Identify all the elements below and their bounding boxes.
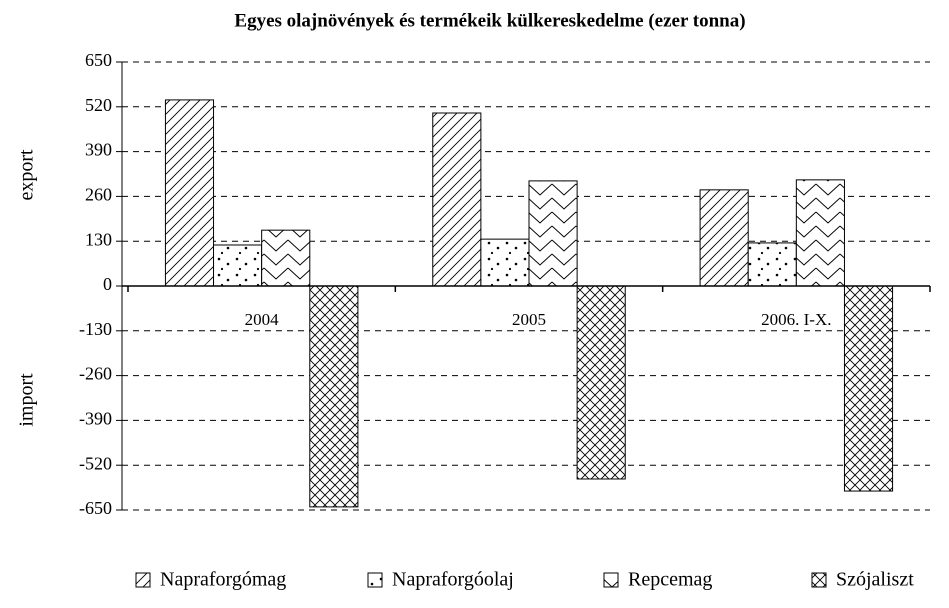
bar (699, 189, 749, 287)
y-tick-label: 0 (103, 274, 112, 294)
y-tick-label: 650 (85, 50, 112, 70)
bar (747, 242, 797, 287)
legend-label: Napraforgóolaj (392, 569, 514, 591)
y-tick-label: -520 (79, 453, 112, 473)
y-tick-label: 260 (85, 185, 112, 205)
y-tick-label: 390 (85, 140, 112, 160)
axis-label: import (16, 373, 38, 427)
chart-title: Egyes olajnövények és termékeik külkeres… (234, 10, 745, 31)
bar (213, 244, 263, 287)
legend-swatch (603, 572, 619, 588)
y-tick-label: -650 (79, 498, 112, 518)
x-tick-label: 2005 (512, 310, 546, 329)
legend-label: Napraforgómag (160, 569, 286, 591)
bar (164, 99, 215, 287)
legend-swatch (367, 572, 383, 588)
bar (432, 112, 482, 287)
y-tick-label: -260 (79, 364, 112, 384)
bar (795, 179, 845, 287)
y-tick-label: -130 (79, 319, 112, 339)
legend-label: Repcemag (628, 569, 712, 591)
legend-swatch (811, 572, 827, 588)
x-tick-label: 2004 (245, 310, 280, 329)
bar (576, 285, 626, 480)
bar (843, 285, 894, 492)
legend-swatch (135, 572, 151, 588)
bar (480, 238, 530, 287)
bar (309, 285, 359, 508)
y-tick-label: 520 (85, 95, 112, 115)
y-tick-label: -390 (79, 409, 112, 429)
axis-label: export (16, 149, 38, 201)
y-tick-label: 130 (85, 229, 112, 249)
bar (528, 180, 578, 287)
x-tick-label: 2006. I-X. (761, 310, 831, 329)
legend-label: Szójaliszt (836, 569, 914, 591)
bar (261, 229, 311, 287)
